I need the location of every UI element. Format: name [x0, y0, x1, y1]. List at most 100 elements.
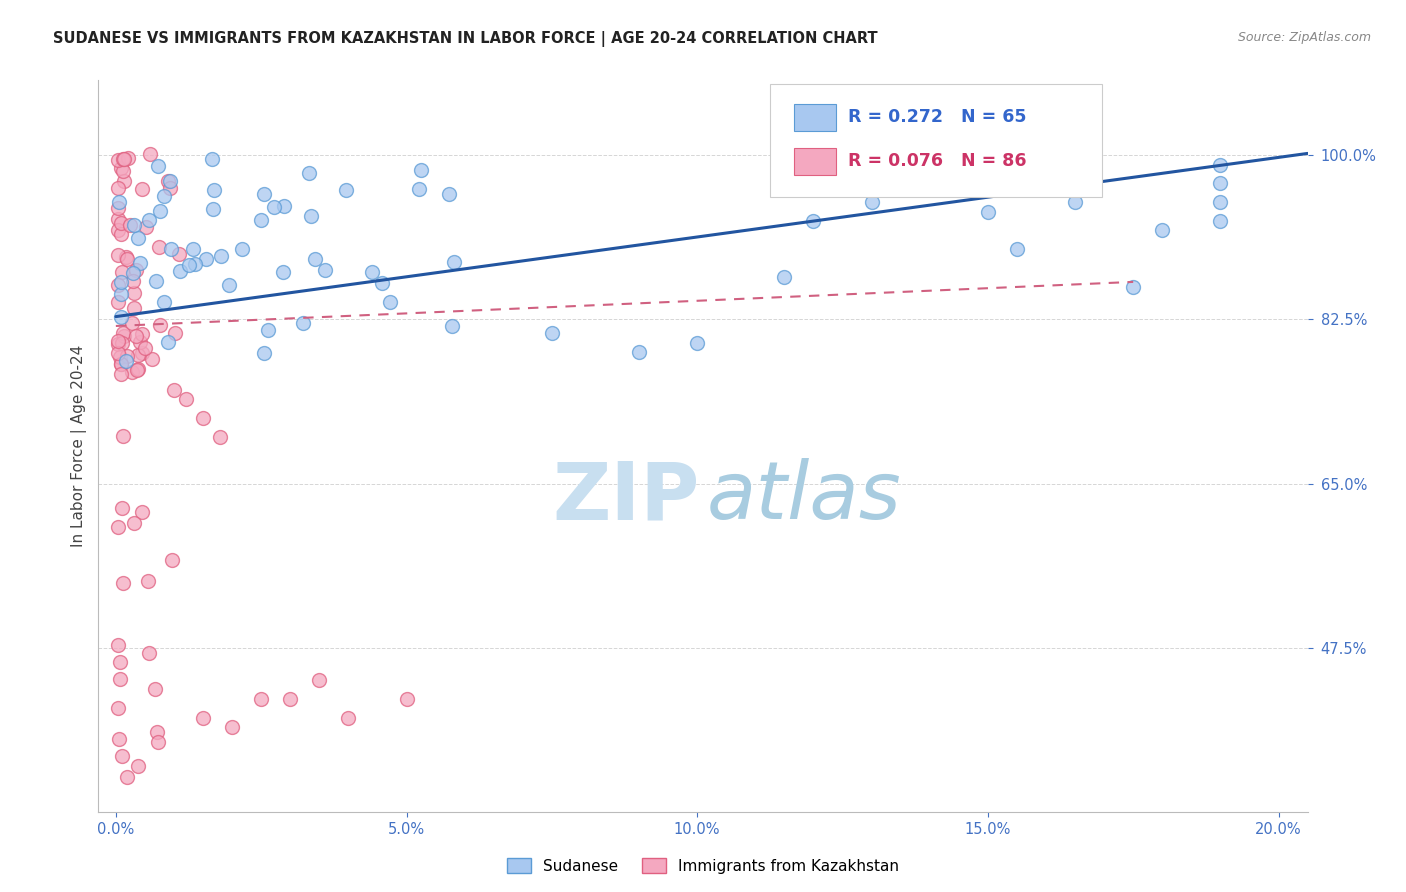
Text: R = 0.272   N = 65: R = 0.272 N = 65 — [848, 108, 1026, 126]
Point — [121, 266, 143, 280]
Point — [146, 725, 169, 739]
Point — [148, 240, 170, 254]
Point — [378, 295, 401, 310]
Point — [128, 334, 150, 349]
Point — [107, 701, 129, 715]
Point — [443, 255, 465, 269]
Point — [122, 516, 145, 530]
Point — [153, 295, 176, 310]
Text: ZIP: ZIP — [553, 458, 699, 536]
Point — [146, 159, 169, 173]
Point — [159, 174, 181, 188]
Point — [156, 334, 179, 349]
Point — [773, 270, 796, 285]
Point — [134, 341, 156, 355]
Point — [977, 204, 1000, 219]
Point — [209, 429, 232, 443]
Point — [257, 323, 280, 337]
Point — [628, 345, 651, 359]
Point — [141, 351, 163, 366]
Point — [221, 720, 243, 734]
Point — [408, 182, 430, 196]
Point — [139, 147, 162, 161]
Point — [131, 182, 153, 196]
Point — [308, 673, 330, 688]
Point — [110, 357, 132, 371]
Point — [110, 357, 132, 371]
Point — [304, 252, 326, 266]
Point — [361, 265, 384, 279]
Point — [167, 246, 190, 260]
Point — [111, 501, 134, 516]
Point — [297, 166, 319, 180]
Point — [156, 174, 179, 188]
Point — [218, 278, 240, 293]
Point — [107, 519, 129, 533]
Point — [231, 242, 253, 256]
Point — [127, 759, 149, 773]
Point — [111, 265, 134, 279]
Point — [201, 152, 224, 166]
Point — [131, 326, 153, 341]
Point — [127, 231, 149, 245]
Point — [371, 276, 394, 290]
Point — [121, 365, 143, 379]
Point — [273, 199, 295, 213]
Point — [409, 163, 432, 178]
Point — [110, 275, 132, 289]
Y-axis label: In Labor Force | Age 20-24: In Labor Force | Age 20-24 — [72, 345, 87, 547]
Point — [124, 301, 146, 316]
Point — [112, 328, 135, 343]
Point — [860, 195, 883, 210]
Point — [278, 692, 301, 706]
Text: atlas: atlas — [707, 458, 901, 536]
Text: Source: ZipAtlas.com: Source: ZipAtlas.com — [1237, 31, 1371, 45]
Point — [115, 252, 138, 266]
Point — [110, 216, 132, 230]
FancyBboxPatch shape — [793, 147, 837, 176]
Point — [110, 227, 132, 242]
Point — [138, 212, 160, 227]
Point — [686, 335, 709, 350]
Point — [184, 257, 207, 271]
Point — [111, 326, 134, 341]
Point — [149, 204, 172, 219]
Point — [107, 201, 129, 215]
Point — [107, 337, 129, 351]
Point — [107, 180, 129, 194]
Point — [135, 220, 157, 235]
Point — [179, 258, 201, 272]
Point — [125, 363, 148, 377]
Point — [253, 346, 276, 360]
Point — [110, 161, 132, 176]
Text: SUDANESE VS IMMIGRANTS FROM KAZAKHSTAN IN LABOR FORCE | AGE 20-24 CORRELATION CH: SUDANESE VS IMMIGRANTS FROM KAZAKHSTAN I… — [53, 31, 879, 47]
Point — [153, 189, 176, 203]
Point — [271, 265, 294, 279]
Point — [149, 318, 172, 333]
Point — [107, 194, 129, 209]
Point — [1209, 214, 1232, 228]
Point — [107, 638, 129, 652]
Point — [121, 316, 143, 330]
Point — [111, 749, 134, 764]
Point — [299, 209, 322, 223]
Text: R = 0.076   N = 86: R = 0.076 N = 86 — [848, 152, 1026, 169]
Point — [107, 334, 129, 348]
Point — [108, 731, 131, 746]
Point — [110, 672, 132, 686]
Point — [160, 242, 183, 256]
Point — [118, 218, 141, 232]
Point — [115, 770, 138, 784]
Point — [127, 348, 149, 362]
Point — [1152, 223, 1174, 237]
Point — [125, 329, 148, 343]
Point — [250, 692, 273, 706]
Point — [107, 222, 129, 236]
Point — [128, 255, 150, 269]
Point — [181, 242, 204, 256]
Point — [122, 218, 145, 232]
Point — [131, 505, 153, 519]
Point — [163, 383, 186, 397]
Point — [263, 200, 285, 214]
Point — [1122, 279, 1144, 293]
